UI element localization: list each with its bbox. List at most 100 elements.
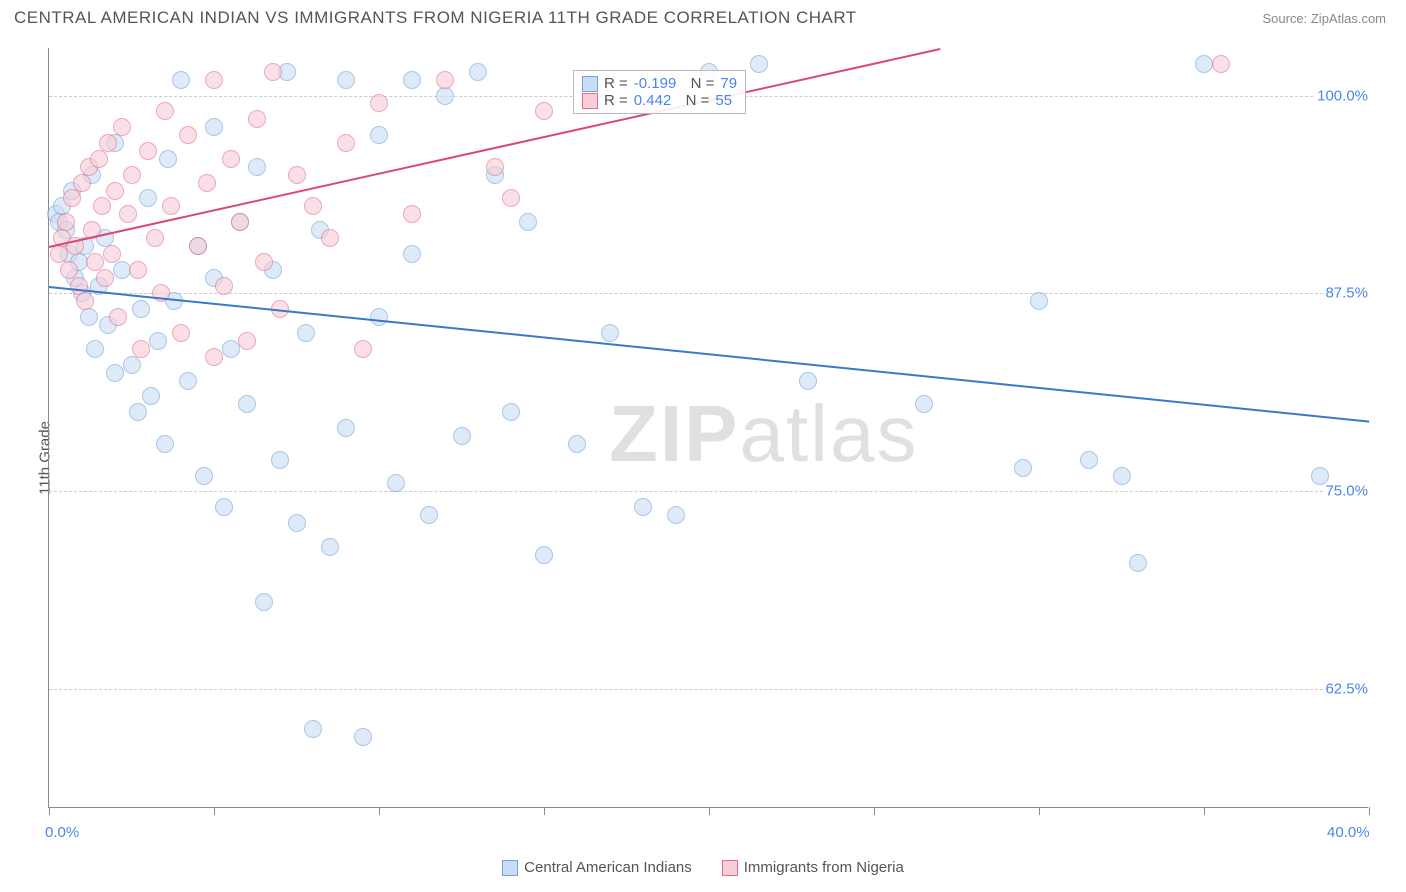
data-point: [535, 546, 553, 564]
data-point: [403, 245, 421, 263]
data-point: [159, 150, 177, 168]
data-point: [354, 728, 372, 746]
data-point: [1212, 55, 1230, 73]
data-point: [1014, 459, 1032, 477]
data-point: [436, 71, 454, 89]
data-point: [248, 110, 266, 128]
data-point: [129, 261, 147, 279]
x-tick: [1204, 807, 1205, 815]
x-tick: [709, 807, 710, 815]
x-tick: [214, 807, 215, 815]
stats-row: R = -0.199 N = 79: [582, 75, 737, 92]
data-point: [238, 395, 256, 413]
data-point: [139, 189, 157, 207]
watermark: ZIPatlas: [609, 388, 918, 480]
data-point: [142, 387, 160, 405]
data-point: [86, 340, 104, 358]
data-point: [601, 324, 619, 342]
stat-n-label: N =: [682, 75, 714, 92]
data-point: [132, 300, 150, 318]
x-tick-label: 0.0%: [45, 824, 79, 841]
x-tick-label: 40.0%: [1327, 824, 1370, 841]
data-point: [370, 308, 388, 326]
data-point: [205, 348, 223, 366]
data-point: [568, 435, 586, 453]
data-point: [1195, 55, 1213, 73]
legend-swatch: [502, 860, 518, 876]
data-point: [205, 71, 223, 89]
legend-item: Immigrants from Nigeria: [722, 859, 904, 876]
x-tick: [49, 807, 50, 815]
x-tick: [379, 807, 380, 815]
data-point: [106, 182, 124, 200]
data-point: [73, 174, 91, 192]
source-label: Source: ZipAtlas.com: [1262, 11, 1386, 26]
data-point: [222, 150, 240, 168]
data-point: [1311, 467, 1329, 485]
x-tick: [1039, 807, 1040, 815]
data-point: [222, 340, 240, 358]
data-point: [288, 514, 306, 532]
data-point: [519, 213, 537, 231]
data-point: [248, 158, 266, 176]
data-point: [321, 538, 339, 556]
stat-n-value: 55: [715, 92, 732, 109]
data-point: [179, 126, 197, 144]
data-point: [123, 356, 141, 374]
data-point: [750, 55, 768, 73]
data-point: [387, 474, 405, 492]
data-point: [799, 372, 817, 390]
data-point: [179, 372, 197, 390]
data-point: [113, 118, 131, 136]
data-point: [57, 213, 75, 231]
gridline-h: [49, 689, 1368, 690]
data-point: [297, 324, 315, 342]
data-point: [915, 395, 933, 413]
data-point: [90, 150, 108, 168]
stat-r-label: R =: [604, 92, 628, 109]
y-tick-label: 87.5%: [1323, 285, 1370, 302]
data-point: [502, 403, 520, 421]
data-point: [337, 71, 355, 89]
legend-label: Immigrants from Nigeria: [744, 859, 904, 876]
data-point: [139, 142, 157, 160]
data-point: [1129, 554, 1147, 572]
data-point: [93, 197, 111, 215]
data-point: [337, 134, 355, 152]
y-tick-label: 62.5%: [1323, 681, 1370, 698]
data-point: [469, 63, 487, 81]
data-point: [106, 364, 124, 382]
chart-title: CENTRAL AMERICAN INDIAN VS IMMIGRANTS FR…: [14, 8, 857, 28]
series-swatch: [582, 93, 598, 109]
data-point: [96, 269, 114, 287]
legend: Central American Indians Immigrants from …: [0, 859, 1406, 876]
data-point: [80, 308, 98, 326]
data-point: [172, 71, 190, 89]
data-point: [215, 498, 233, 516]
data-point: [149, 332, 167, 350]
data-point: [420, 506, 438, 524]
data-point: [535, 102, 553, 120]
data-point: [109, 308, 127, 326]
data-point: [403, 71, 421, 89]
data-point: [436, 87, 454, 105]
data-point: [205, 118, 223, 136]
data-point: [1113, 467, 1131, 485]
data-point: [76, 292, 94, 310]
data-point: [172, 324, 190, 342]
data-point: [255, 253, 273, 271]
y-tick-label: 75.0%: [1323, 483, 1370, 500]
legend-label: Central American Indians: [524, 859, 692, 876]
data-point: [119, 205, 137, 223]
y-tick-label: 100.0%: [1315, 87, 1370, 104]
stats-row: R = 0.442 N = 55: [582, 92, 737, 109]
data-point: [304, 197, 322, 215]
data-point: [1030, 292, 1048, 310]
data-point: [255, 593, 273, 611]
data-point: [634, 498, 652, 516]
data-point: [453, 427, 471, 445]
data-point: [156, 102, 174, 120]
gridline-h: [49, 491, 1368, 492]
series-swatch: [582, 76, 598, 92]
gridline-h: [49, 293, 1368, 294]
